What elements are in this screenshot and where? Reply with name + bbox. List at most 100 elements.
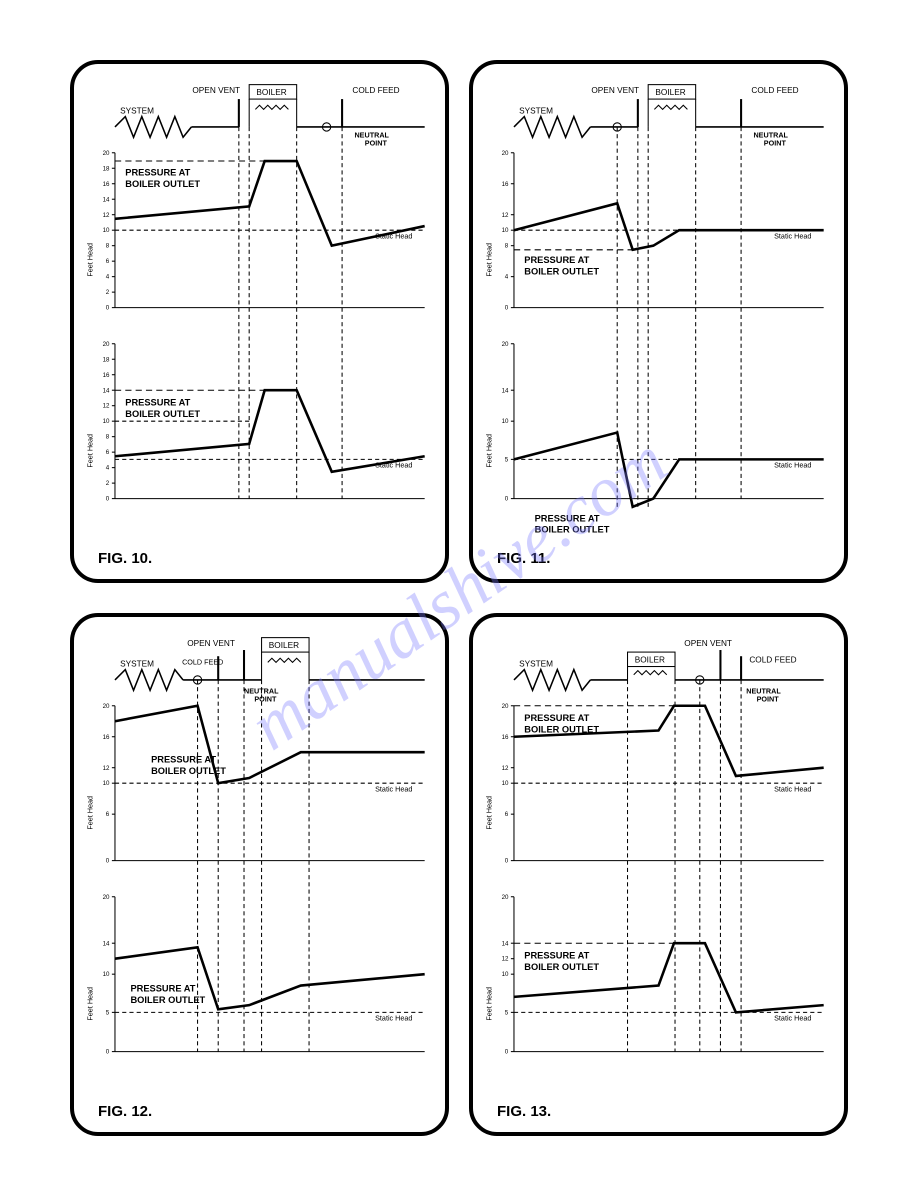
svg-text:SYSTEM: SYSTEM	[519, 107, 553, 116]
pressure-label: PRESSURE ATBOILER OUTLET	[125, 167, 200, 188]
svg-text:10: 10	[103, 780, 110, 787]
panel-fig-10: OPEN VENT BOILER COLD FEED SYSTEM NEUTRA…	[70, 60, 449, 583]
svg-text:PRESSURE ATBOILER OUTLET: PRESSURE ATBOILER OUTLET	[524, 255, 599, 276]
diagram-fig-10: OPEN VENT BOILER COLD FEED SYSTEM NEUTRA…	[84, 78, 435, 537]
diagram-fig-13: OPEN VENT BOILER COLD FEED SYSTEM NEUTRA…	[483, 631, 834, 1090]
diagram-fig-12: OPEN VENT BOILER COLD FEED SYSTEM NEUTRA…	[84, 631, 435, 1090]
svg-text:Feet Head: Feet Head	[85, 434, 94, 468]
svg-text:SYSTEM: SYSTEM	[519, 660, 553, 669]
svg-text:OPEN VENT: OPEN VENT	[684, 639, 732, 648]
svg-text:20: 20	[502, 341, 509, 348]
boiler-coil-icon	[255, 105, 288, 109]
svg-text:5: 5	[106, 1010, 110, 1017]
svg-text:Static Head: Static Head	[774, 461, 811, 470]
svg-text:5: 5	[505, 456, 509, 463]
svg-text:14: 14	[103, 941, 110, 948]
svg-text:18: 18	[103, 356, 110, 363]
svg-text:14: 14	[103, 196, 110, 203]
svg-text:4: 4	[505, 274, 509, 281]
svg-text:SYSTEM: SYSTEM	[120, 660, 154, 669]
svg-text:10: 10	[103, 418, 110, 425]
svg-text:12: 12	[502, 212, 509, 219]
cold-feed-label: COLD FEED	[352, 86, 399, 95]
chart-bottom-10: 20 18 16 14 12 10 8 6 4 2 0 Feet Head	[85, 308, 424, 503]
svg-text:10: 10	[103, 971, 110, 978]
svg-text:10: 10	[502, 227, 509, 234]
svg-text:Feet Head: Feet Head	[484, 243, 493, 277]
svg-text:20: 20	[103, 150, 110, 157]
svg-text:COLD FEED: COLD FEED	[749, 656, 796, 665]
svg-text:Feet Head: Feet Head	[484, 987, 493, 1021]
svg-text:Feet Head: Feet Head	[85, 987, 94, 1021]
diagram-fig-11: OPEN VENT BOILER COLD FEED SYSTEM NEUTRA…	[483, 78, 834, 537]
svg-text:16: 16	[103, 734, 110, 741]
svg-text:Feet Head: Feet Head	[484, 434, 493, 468]
svg-text:0: 0	[505, 305, 509, 312]
fig-label-12: FIG. 12.	[98, 1103, 152, 1120]
svg-text:16: 16	[103, 372, 110, 379]
svg-text:BOILER: BOILER	[655, 88, 685, 97]
svg-text:10: 10	[502, 971, 509, 978]
svg-text:Static Head: Static Head	[375, 1014, 412, 1023]
open-vent-label: OPEN VENT	[192, 86, 240, 95]
system-coil-icon	[115, 117, 191, 138]
svg-text:16: 16	[502, 181, 509, 188]
svg-text:20: 20	[103, 703, 110, 710]
panel-fig-11: OPEN VENT BOILER COLD FEED SYSTEM NEUTRA…	[469, 60, 848, 583]
svg-text:0: 0	[106, 1049, 110, 1056]
svg-text:PRESSURE ATBOILER OUTLET: PRESSURE ATBOILER OUTLET	[524, 951, 599, 972]
svg-text:14: 14	[502, 941, 509, 948]
svg-text:6: 6	[505, 811, 509, 818]
svg-text:6: 6	[106, 811, 110, 818]
svg-text:OPEN VENT: OPEN VENT	[187, 639, 235, 648]
svg-text:Feet Head: Feet Head	[85, 796, 94, 830]
svg-text:PRESSURE ATBOILER OUTLET: PRESSURE ATBOILER OUTLET	[125, 398, 200, 419]
svg-text:4: 4	[106, 465, 110, 472]
chart-top-10: 20 18 16 14 12 10 8 6 4 2 0 Feet Head	[85, 127, 424, 312]
figure-grid: OPEN VENT BOILER COLD FEED SYSTEM NEUTRA…	[70, 60, 848, 1128]
svg-text:4: 4	[106, 274, 110, 281]
svg-text:PRESSURE ATBOILER OUTLET: PRESSURE ATBOILER OUTLET	[524, 713, 599, 734]
svg-text:BOILER: BOILER	[269, 641, 299, 650]
svg-text:8: 8	[106, 243, 110, 250]
svg-text:NEUTRALPOINT: NEUTRALPOINT	[753, 130, 788, 147]
svg-text:0: 0	[106, 858, 110, 865]
system-label: SYSTEM	[120, 107, 154, 116]
fig-label-13: FIG. 13.	[497, 1103, 551, 1120]
svg-text:BOILER: BOILER	[635, 656, 665, 665]
svg-text:16: 16	[502, 734, 509, 741]
y-ticks: 20 18 16 14 12 10 8 6 4 2 0	[103, 150, 115, 312]
svg-text:12: 12	[103, 403, 110, 410]
svg-text:PRESSURE ATBOILER OUTLET: PRESSURE ATBOILER OUTLET	[535, 513, 610, 534]
svg-text:16: 16	[103, 181, 110, 188]
fig-label-11: FIG. 11.	[497, 550, 550, 567]
svg-text:14: 14	[103, 387, 110, 394]
fig-label-10: FIG. 10.	[98, 550, 152, 567]
boiler-label: BOILER	[256, 88, 286, 97]
svg-text:0: 0	[505, 858, 509, 865]
y-axis-label: Feet Head	[85, 243, 94, 277]
svg-text:PRESSURE ATBOILER OUTLET: PRESSURE ATBOILER OUTLET	[130, 984, 205, 1005]
svg-text:Static Head: Static Head	[774, 785, 811, 794]
svg-text:Feet Head: Feet Head	[484, 796, 493, 830]
schematic-10: OPEN VENT BOILER COLD FEED SYSTEM NEUTRA…	[115, 85, 425, 148]
svg-text:10: 10	[502, 418, 509, 425]
svg-text:14: 14	[502, 387, 509, 394]
svg-text:12: 12	[103, 765, 110, 772]
svg-text:2: 2	[106, 289, 110, 296]
svg-text:0: 0	[505, 496, 509, 503]
svg-text:10: 10	[502, 780, 509, 787]
svg-text:5: 5	[505, 1010, 509, 1017]
panel-fig-12: OPEN VENT BOILER COLD FEED SYSTEM NEUTRA…	[70, 613, 449, 1136]
svg-text:20: 20	[502, 703, 509, 710]
svg-text:20: 20	[103, 894, 110, 901]
svg-text:8: 8	[505, 243, 509, 250]
svg-text:NEUTRALPOINT: NEUTRALPOINT	[746, 687, 781, 704]
svg-text:2: 2	[106, 480, 110, 487]
svg-text:20: 20	[502, 150, 509, 157]
svg-text:0: 0	[106, 496, 110, 503]
svg-text:12: 12	[103, 212, 110, 219]
svg-text:12: 12	[502, 956, 509, 963]
svg-text:0: 0	[505, 1049, 509, 1056]
panel-fig-13: OPEN VENT BOILER COLD FEED SYSTEM NEUTRA…	[469, 613, 848, 1136]
